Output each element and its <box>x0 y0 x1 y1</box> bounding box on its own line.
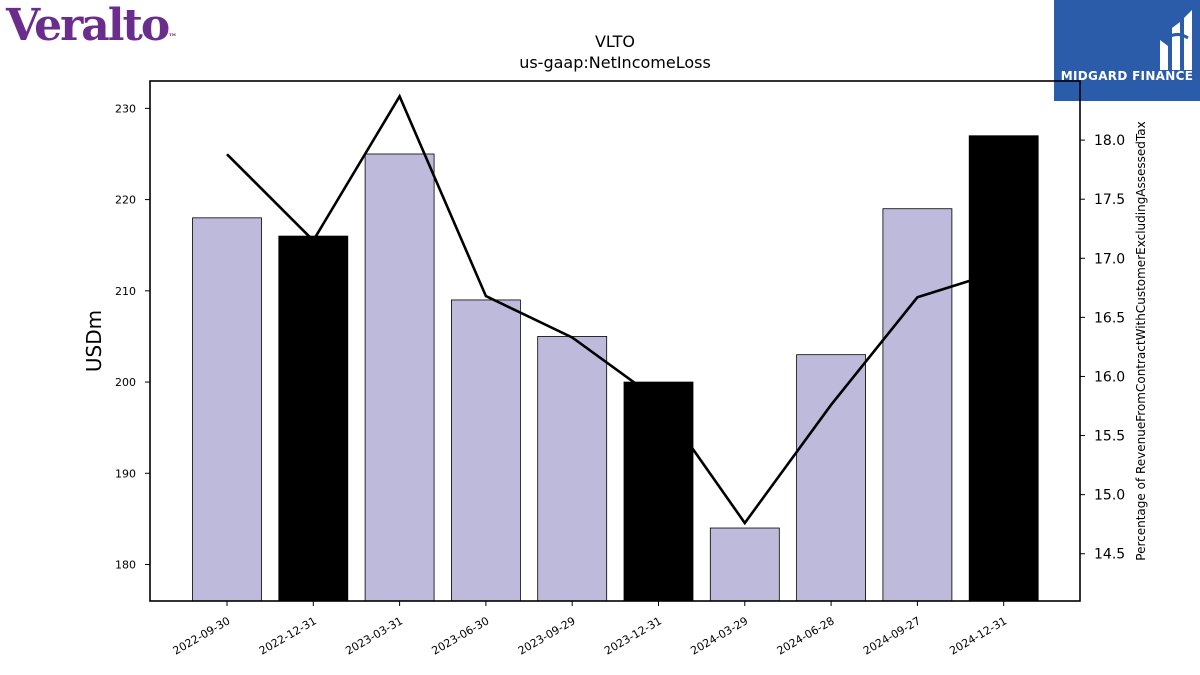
chart-title: VLTO <box>594 32 636 51</box>
y-tick-label: 220 <box>115 194 136 207</box>
y2-tick-label: 14.5 <box>1094 547 1125 563</box>
chart-subtitle: us-gaap:NetIncomeLoss <box>519 53 711 72</box>
midgard-finance-text: MIDGARD FINANCE <box>1060 69 1194 83</box>
x-tick-label: 2024-06-28 <box>775 614 837 657</box>
bar <box>450 299 521 602</box>
bar <box>537 336 608 602</box>
bar <box>882 208 953 602</box>
bar <box>364 153 435 602</box>
y2-tick-label: 17.5 <box>1094 192 1125 208</box>
y2-tick-label: 16.0 <box>1094 369 1125 385</box>
bar <box>709 527 780 602</box>
veralto-logo-text: Veralto <box>6 0 170 51</box>
midgard-finance-logo: MIDGARD FINANCE <box>1054 0 1200 101</box>
bar <box>796 354 866 602</box>
y2-tick-label: 18.0 <box>1094 133 1125 149</box>
y2-tick-label: 16.5 <box>1094 310 1125 326</box>
x-tick-label: 2023-03-31 <box>343 614 405 657</box>
bar <box>192 217 262 602</box>
bar <box>278 235 349 602</box>
x-tick-label: 2023-09-29 <box>516 614 578 657</box>
bar <box>968 135 1039 602</box>
y-tick-label: 230 <box>115 102 136 115</box>
y-tick-label: 190 <box>115 467 136 480</box>
veralto-logo: Veralto™ <box>6 0 177 51</box>
y-tick-label: 210 <box>115 285 136 298</box>
y-tick-label: 200 <box>115 376 136 389</box>
y2-tick-label: 15.5 <box>1094 429 1125 445</box>
x-tick-label: 2022-12-31 <box>257 614 319 657</box>
y2-tick-label: 17.0 <box>1094 251 1125 267</box>
y-tick-label: 180 <box>115 559 136 572</box>
plot-frame <box>149 80 1081 602</box>
x-tick-label: 2023-12-31 <box>602 614 664 657</box>
y2-tick-label: 15.0 <box>1094 488 1125 504</box>
series-line <box>226 93 1005 526</box>
x-tick-label: 2024-03-29 <box>688 614 750 657</box>
x-tick-label: 2024-12-31 <box>947 614 1009 657</box>
x-tick-label: 2024-09-27 <box>861 614 923 657</box>
trademark-mark: ™ <box>168 33 178 43</box>
x-tick-label: 2022-09-30 <box>171 614 233 657</box>
y-axis-label: USDm <box>82 310 106 372</box>
x-tick-label: 2023-06-30 <box>430 614 492 657</box>
midgard-finance-emblem-icon <box>1054 0 1200 101</box>
bar <box>623 381 694 602</box>
y2-axis-label: Percentage of RevenueFromContractWithCus… <box>1134 121 1148 560</box>
